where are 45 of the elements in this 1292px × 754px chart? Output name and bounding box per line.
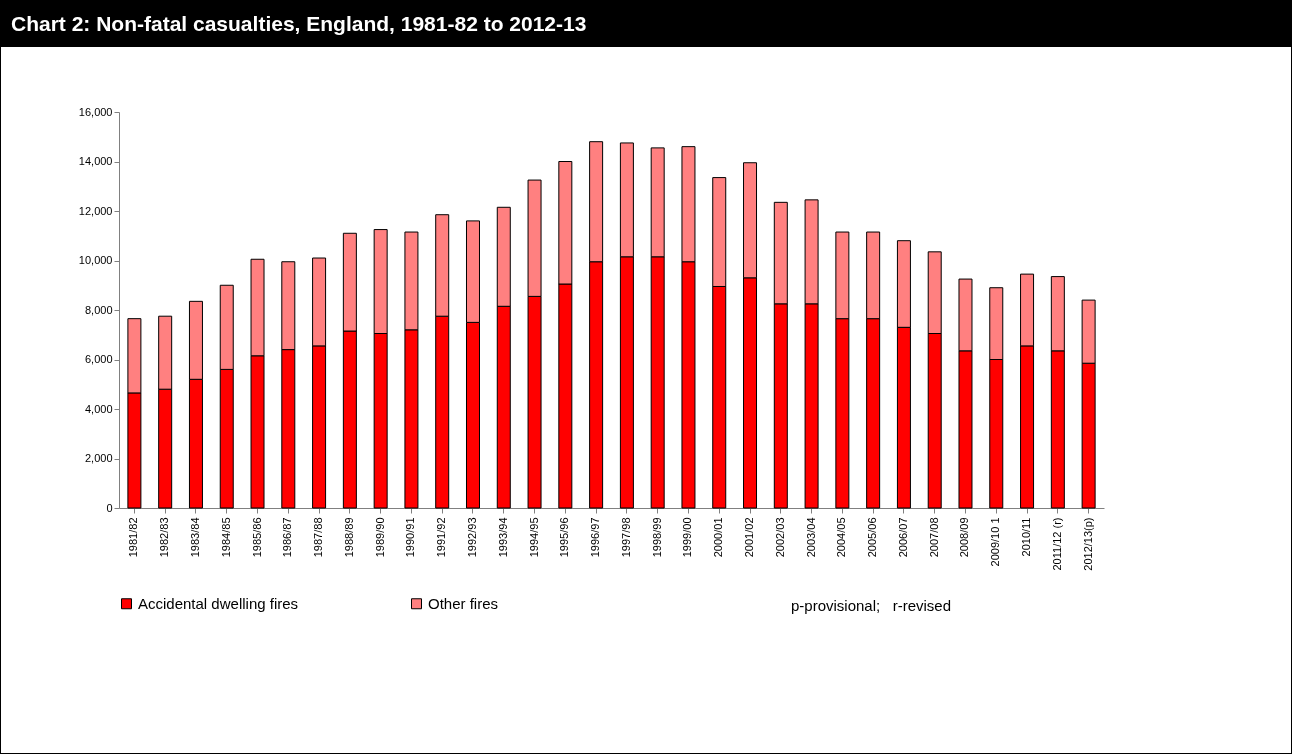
y-tick-label: 4,000 (84, 402, 113, 415)
y-tick-label: 2,000 (84, 452, 113, 464)
x-tick-label: 2000/01 (712, 517, 725, 558)
x-tick-label: 2007/08 (927, 517, 940, 558)
x-tick-label: 1988/89 (342, 517, 355, 558)
y-tick-label: 8,000 (84, 303, 113, 316)
y-tick-label: 12,000 (78, 204, 113, 217)
y-tick-label: 16,000 (78, 105, 113, 118)
x-tick-label: 1989/90 (373, 517, 386, 558)
x-tick-label: 1990/91 (404, 517, 417, 558)
legend-label: Accidental dwelling fires (138, 594, 299, 612)
x-tick-label: 2002/03 (773, 517, 786, 558)
x-tick-label: 1992/93 (465, 517, 478, 558)
x-tick-label: 1987/88 (312, 517, 325, 558)
x-tick-label: 1991/92 (435, 517, 448, 558)
y-tick-label: 14,000 (78, 155, 113, 167)
text: p-provisional; r-revised (791, 597, 952, 614)
x-tick-label: 2009/10 1 (989, 517, 1002, 567)
x-tick-label: 1996/97 (589, 517, 602, 558)
x-tick-label: 1985/86 (250, 517, 263, 558)
y-tick-label: 10,000 (78, 254, 113, 266)
x-tick-label: 2010/11 (1020, 517, 1033, 557)
y-tick-label: 6,000 (84, 353, 113, 365)
x-tick-label: 1984/85 (219, 517, 232, 558)
x-tick-label: 1997/98 (619, 517, 632, 558)
x-tick-label: 1981/82 (127, 517, 140, 558)
x-tick-label: 2001/02 (743, 517, 756, 558)
y-tick-label: 0 (106, 501, 113, 514)
x-tick-label: 1993/94 (496, 517, 509, 558)
x-tick-label: 2012/13(p) (1081, 517, 1094, 571)
x-tick-label: 2006/07 (896, 517, 909, 558)
x-tick-label: 2003/04 (804, 517, 817, 558)
chart-title: Chart 2: Non-fatal casualties, England, 1981-82 to 2012-13 (1, 1, 1291, 47)
x-tick-label: 2005/06 (866, 517, 879, 558)
x-tick-label: 1983/84 (188, 517, 201, 558)
x-tick-label: 1986/87 (281, 517, 294, 558)
x-tick-label: 1998/99 (650, 517, 663, 558)
x-tick-label: 2011/12 (r) (1050, 517, 1063, 571)
x-tick-label: 1995/96 (558, 517, 571, 558)
legend-label: Other fires (428, 594, 499, 612)
x-tick-label: 1982/83 (158, 517, 171, 558)
x-tick-label: 2008/09 (958, 517, 971, 558)
x-tick-label: 1999/00 (681, 517, 694, 558)
x-tick-label: 2004/05 (835, 517, 848, 558)
x-tick-label: 1994/95 (527, 517, 540, 558)
